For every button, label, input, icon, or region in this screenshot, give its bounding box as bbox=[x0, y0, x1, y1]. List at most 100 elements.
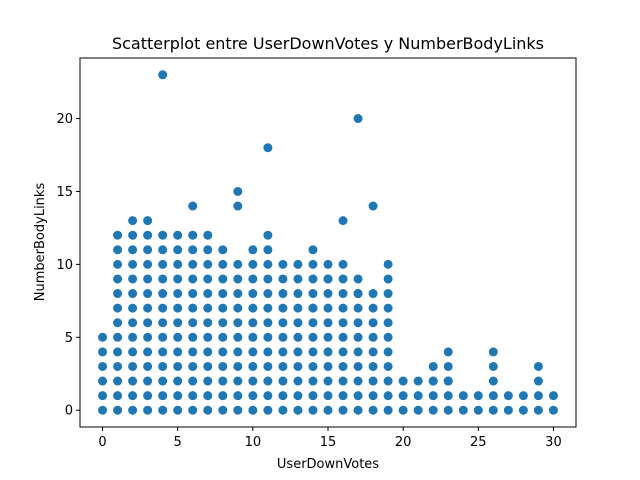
scatter-point bbox=[368, 289, 378, 299]
scatter-point bbox=[188, 245, 198, 255]
plot-frame bbox=[79, 57, 577, 428]
scatter-point bbox=[323, 303, 333, 313]
scatter-point bbox=[98, 405, 108, 415]
scatter-point bbox=[368, 376, 378, 386]
scatter-point bbox=[128, 274, 138, 284]
scatter-point bbox=[128, 216, 138, 226]
scatter-point bbox=[158, 332, 168, 342]
scatter-point bbox=[443, 376, 453, 386]
chart-title: Scatterplot entre UserDownVotes y Number… bbox=[112, 34, 544, 53]
scatter-point bbox=[143, 391, 153, 401]
scatter-point bbox=[368, 201, 378, 211]
scatter-point bbox=[368, 332, 378, 342]
scatter-point bbox=[308, 376, 318, 386]
scatter-point bbox=[308, 274, 318, 284]
scatter-point bbox=[203, 391, 213, 401]
scatter-point bbox=[443, 391, 453, 401]
scatter-point bbox=[323, 376, 333, 386]
scatter-point bbox=[353, 391, 363, 401]
scatter-point bbox=[143, 216, 153, 226]
scatter-point bbox=[323, 289, 333, 299]
scatter-point bbox=[203, 347, 213, 357]
scatter-point bbox=[278, 303, 288, 313]
scatter-point bbox=[383, 303, 393, 313]
scatter-point bbox=[173, 274, 183, 284]
scatter-point bbox=[173, 230, 183, 240]
scatter-point bbox=[158, 274, 168, 284]
scatter-point bbox=[383, 361, 393, 371]
scatter-point bbox=[203, 332, 213, 342]
scatter-point bbox=[548, 391, 558, 401]
scatter-point bbox=[173, 391, 183, 401]
scatter-point bbox=[158, 303, 168, 313]
x-tick-label: 5 bbox=[174, 435, 182, 450]
scatter-point bbox=[383, 274, 393, 284]
x-tick-label: 30 bbox=[545, 435, 562, 450]
scatter-point bbox=[143, 259, 153, 269]
scatter-point bbox=[263, 245, 273, 255]
scatter-point bbox=[278, 332, 288, 342]
scatter-point bbox=[158, 259, 168, 269]
scatter-point bbox=[128, 361, 138, 371]
scatter-point bbox=[98, 347, 108, 357]
scatter-point bbox=[293, 347, 303, 357]
scatter-point bbox=[188, 405, 198, 415]
scatter-point bbox=[263, 259, 273, 269]
scatter-point bbox=[188, 289, 198, 299]
scatter-point bbox=[443, 361, 453, 371]
scatter-point bbox=[293, 303, 303, 313]
scatter-point bbox=[323, 318, 333, 328]
y-axis-label: NumberBodyLinks bbox=[33, 183, 48, 302]
scatter-point bbox=[293, 376, 303, 386]
scatter-point bbox=[143, 289, 153, 299]
scatter-point bbox=[263, 405, 273, 415]
scatter-point bbox=[248, 289, 258, 299]
x-tick-label: 10 bbox=[245, 435, 262, 450]
scatter-point bbox=[353, 361, 363, 371]
scatter-point bbox=[383, 347, 393, 357]
y-tick-label: 5 bbox=[65, 331, 73, 346]
scatter-point bbox=[218, 332, 228, 342]
scatter-point bbox=[248, 376, 258, 386]
scatter-point bbox=[278, 318, 288, 328]
scatter-point bbox=[98, 391, 108, 401]
scatter-point bbox=[173, 289, 183, 299]
scatter-point bbox=[323, 405, 333, 415]
scatter-point bbox=[308, 347, 318, 357]
scatter-point bbox=[128, 391, 138, 401]
scatter-point bbox=[293, 318, 303, 328]
scatter-point bbox=[518, 391, 528, 401]
scatter-point bbox=[488, 376, 498, 386]
scatter-point bbox=[113, 347, 123, 357]
scatter-point bbox=[248, 303, 258, 313]
scatter-point bbox=[338, 303, 348, 313]
scatter-point bbox=[173, 259, 183, 269]
scatter-point bbox=[113, 303, 123, 313]
x-tick-label: 15 bbox=[320, 435, 337, 450]
scatter-point bbox=[218, 347, 228, 357]
scatter-point bbox=[383, 332, 393, 342]
scatter-point bbox=[248, 274, 258, 284]
scatter-point bbox=[173, 347, 183, 357]
scatter-point bbox=[428, 391, 438, 401]
scatter-point bbox=[308, 332, 318, 342]
scatter-point bbox=[188, 376, 198, 386]
y-tick-label: 0 bbox=[65, 404, 73, 419]
scatter-point bbox=[113, 289, 123, 299]
scatter-point bbox=[323, 274, 333, 284]
scatter-point bbox=[293, 405, 303, 415]
scatter-point bbox=[218, 274, 228, 284]
y-tick-label: 10 bbox=[56, 258, 73, 273]
scatter-point bbox=[188, 201, 198, 211]
scatter-point bbox=[248, 361, 258, 371]
scatter-point bbox=[218, 376, 228, 386]
scatter-point bbox=[293, 259, 303, 269]
scatter-point bbox=[203, 230, 213, 240]
scatter-point bbox=[338, 289, 348, 299]
scatter-point bbox=[173, 361, 183, 371]
x-axis-ticks: 0 5 10 15 20 25 30 bbox=[98, 427, 562, 450]
scatter-point bbox=[368, 318, 378, 328]
scatter-point bbox=[143, 303, 153, 313]
scatter-point bbox=[203, 318, 213, 328]
